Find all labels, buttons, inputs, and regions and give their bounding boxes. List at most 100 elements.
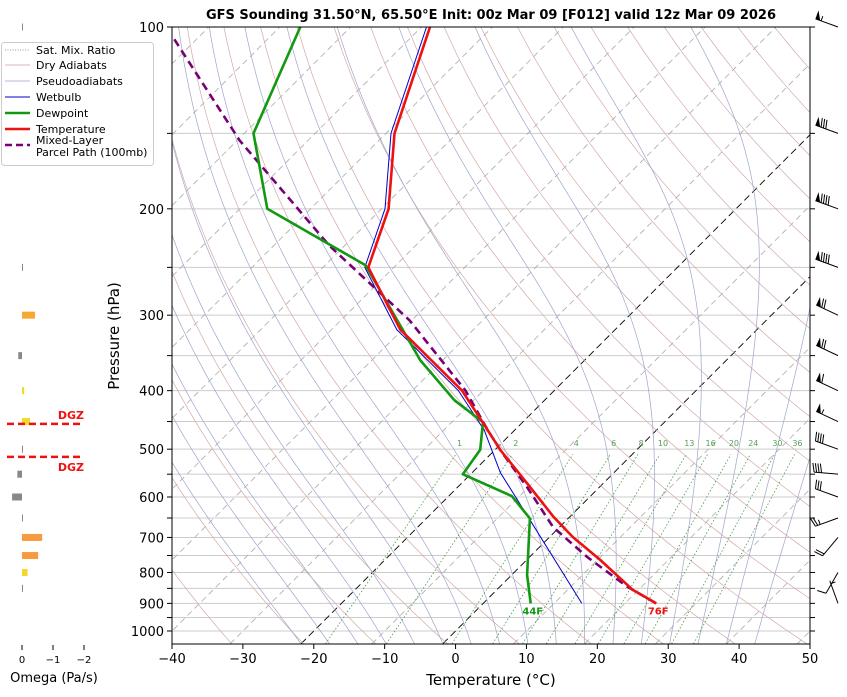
barb-feather: [821, 298, 825, 308]
barb-feather: [822, 194, 826, 204]
wind-barb: [816, 403, 839, 422]
mixing-ratio-line: [451, 454, 574, 644]
isotherm-line: [371, 205, 810, 644]
barb-shaft: [829, 580, 839, 604]
barb-pennant: [815, 250, 821, 261]
wind-barb: [815, 116, 839, 134]
dry-adiabat-line: [517, 27, 810, 373]
x-axis-label: Temperature (°C): [425, 671, 555, 689]
omega-bar: [22, 418, 31, 426]
barb-shaft: [815, 517, 839, 527]
pseudoadiabat-line: [286, 27, 557, 644]
isotherm-line: [513, 346, 810, 644]
dry-adiabat-line: [333, 27, 810, 600]
legend-label: Parcel Path (100mb): [36, 146, 147, 159]
barb-feather: [819, 481, 822, 491]
barb-pennant: [815, 192, 821, 203]
plot-frame: [171, 26, 811, 645]
pseudoadiabat-line: [244, 27, 529, 644]
omega-panel: 0 −1 −2 DGZ DGZ: [7, 23, 92, 666]
barb-feather: [825, 195, 828, 205]
barb-feather: [825, 253, 828, 263]
chart-title: GFS Sounding 31.50°N, 65.50°E Init: 00z …: [206, 8, 776, 23]
barb-feather: [819, 433, 822, 443]
wind-barb: [816, 372, 839, 392]
mixing-ratio-label: 20: [729, 439, 739, 448]
y-tick-label: 300: [139, 309, 164, 324]
y-tick-label: 500: [139, 443, 164, 458]
isotherm-line: [172, 27, 777, 632]
dry-adiabat-line: [172, 270, 448, 644]
isotherm-line: [172, 27, 706, 561]
mixing-ratio-line: [546, 454, 661, 644]
dry-adiabat-line: [590, 27, 810, 286]
pseudoadiabat-line: [172, 140, 444, 644]
barb-feather: [820, 193, 823, 203]
dry-adiabat-line: [260, 27, 736, 644]
x-tick-label: −30: [229, 652, 256, 667]
y-tick-label: 400: [139, 385, 164, 400]
dry-adiabat-line: [811, 27, 847, 644]
barb-feather: [822, 252, 826, 263]
dry-adiabat-line: [172, 477, 304, 644]
omega-bar: [22, 533, 43, 541]
barb-feather: [817, 463, 820, 473]
mixing-ratio-label: 36: [792, 439, 802, 448]
wind-barb: [810, 517, 839, 527]
barb-feather: [827, 254, 830, 264]
wind-barb: [815, 250, 839, 268]
omega-bar: [22, 445, 23, 453]
dry-adiabat-line: [172, 137, 520, 644]
omega-bar: [17, 470, 22, 478]
barb-pennant: [816, 337, 821, 348]
barb-feather: [817, 590, 827, 594]
barb-feather: [820, 251, 823, 262]
pseudoadiabat-line: [172, 414, 330, 644]
omega-axis-label: Omega (Pa/s): [10, 671, 98, 686]
legend-label: Dry Adiabats: [36, 59, 107, 72]
barb-shaft: [815, 440, 839, 450]
barb-shaft: [816, 304, 839, 316]
barb-feather: [812, 462, 815, 473]
x-tick-label: −10: [371, 652, 398, 667]
barb-feather: [823, 299, 827, 309]
omega-bar: [18, 352, 22, 360]
pseudoadiabat-line: [172, 233, 415, 644]
dry-adiabat-line: [627, 27, 810, 243]
barb-half-feather: [817, 519, 821, 525]
pseudoadiabat-line: [474, 27, 655, 644]
wind-barb: [812, 462, 839, 475]
omega-bar: [22, 552, 39, 560]
mixing-ratio-label: 16: [706, 439, 716, 448]
y-tick-label: 800: [139, 566, 164, 581]
surface-temp-label: 44F: [522, 606, 543, 617]
y-tick-label: 200: [139, 203, 164, 218]
temperature-line: [366, 27, 657, 605]
dry-adiabat-line: [443, 27, 810, 462]
omega-bar: [22, 568, 28, 576]
legend-label: Wetbulb: [36, 91, 81, 104]
barb-pennant: [815, 116, 821, 127]
mixing-ratio-line: [386, 454, 513, 644]
barb-feather: [827, 196, 830, 206]
omega-bar: [12, 493, 22, 501]
x-tick-label: 0: [451, 652, 459, 667]
barb-feather: [814, 431, 818, 442]
isotherm-line: [726, 559, 810, 644]
legend-box: [1, 42, 154, 166]
legend-label: Mixed-Layer: [36, 134, 104, 147]
barb-feather: [815, 549, 825, 555]
y-tick-label: 1000: [131, 625, 164, 640]
omega-tick-label: −2: [77, 655, 92, 666]
dry-adiabat-line: [553, 27, 810, 330]
barb-shaft: [822, 537, 839, 557]
omega-tick-label: 0: [19, 655, 25, 666]
surface-labels: 44F 76F: [522, 606, 668, 617]
barb-feather: [814, 479, 818, 489]
mixing-ratio-label: 1: [457, 439, 462, 448]
barb-pennant: [816, 296, 821, 308]
dgz-label: DGZ: [58, 461, 84, 474]
omega-tick-label: −1: [46, 655, 61, 666]
dry-adiabat-line: [407, 27, 810, 507]
